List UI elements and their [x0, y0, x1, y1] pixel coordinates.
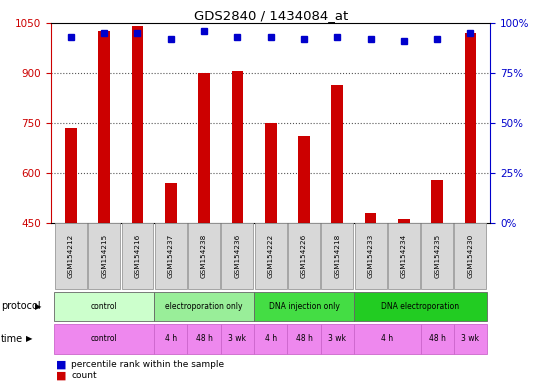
Bar — [298, 136, 310, 223]
Bar — [421, 223, 453, 289]
Bar — [155, 223, 187, 289]
Text: ■: ■ — [56, 359, 67, 369]
Text: GSM154233: GSM154233 — [368, 234, 374, 278]
Text: GSM154222: GSM154222 — [267, 234, 274, 278]
Bar — [88, 223, 120, 289]
Text: 4 h: 4 h — [165, 334, 177, 343]
Text: GSM154237: GSM154237 — [168, 234, 174, 278]
Bar — [465, 33, 477, 223]
Bar — [388, 223, 420, 289]
Bar — [165, 184, 177, 223]
Text: GSM154230: GSM154230 — [467, 234, 473, 278]
Bar — [265, 123, 277, 223]
Bar — [99, 31, 110, 223]
Text: 3 wk: 3 wk — [228, 334, 247, 343]
Bar — [354, 324, 421, 354]
Bar — [54, 324, 154, 354]
Bar — [431, 180, 443, 223]
Bar — [331, 84, 343, 223]
Text: GSM154216: GSM154216 — [135, 234, 140, 278]
Text: 48 h: 48 h — [429, 334, 445, 343]
Bar — [364, 213, 376, 223]
Bar — [287, 324, 321, 354]
Bar — [132, 26, 143, 223]
Text: GSM154218: GSM154218 — [334, 234, 340, 278]
Text: GSM154226: GSM154226 — [301, 234, 307, 278]
Bar — [454, 324, 487, 354]
Text: control: control — [91, 334, 117, 343]
Text: GSM154212: GSM154212 — [68, 234, 74, 278]
Bar — [355, 223, 386, 289]
Bar — [65, 128, 77, 223]
Bar — [188, 223, 220, 289]
Bar — [198, 73, 210, 223]
Bar — [154, 324, 188, 354]
Bar — [321, 324, 354, 354]
Bar — [221, 223, 254, 289]
Bar — [55, 223, 87, 289]
Title: GDS2840 / 1434084_at: GDS2840 / 1434084_at — [193, 9, 348, 22]
Text: ▶: ▶ — [26, 334, 32, 343]
Text: GSM154236: GSM154236 — [234, 234, 240, 278]
Bar — [232, 71, 243, 223]
Text: GSM154234: GSM154234 — [401, 234, 407, 278]
Text: 3 wk: 3 wk — [328, 334, 346, 343]
Text: 48 h: 48 h — [196, 334, 212, 343]
Bar — [255, 223, 287, 289]
Text: 4 h: 4 h — [381, 334, 393, 343]
Text: 4 h: 4 h — [265, 334, 277, 343]
Bar — [254, 291, 354, 321]
Text: count: count — [71, 371, 97, 380]
Text: GSM154235: GSM154235 — [434, 234, 440, 278]
Text: ▶: ▶ — [35, 302, 41, 311]
Text: 3 wk: 3 wk — [461, 334, 480, 343]
Text: ■: ■ — [56, 370, 67, 380]
Text: 48 h: 48 h — [295, 334, 312, 343]
Bar — [288, 223, 320, 289]
Bar — [321, 223, 353, 289]
Bar — [421, 324, 454, 354]
Bar — [54, 291, 154, 321]
Text: electroporation only: electroporation only — [165, 302, 243, 311]
Text: GSM154238: GSM154238 — [201, 234, 207, 278]
Text: time: time — [1, 334, 23, 344]
Bar — [188, 324, 221, 354]
Text: DNA electroporation: DNA electroporation — [382, 302, 459, 311]
Bar — [221, 324, 254, 354]
Bar — [154, 291, 254, 321]
Bar — [398, 219, 410, 223]
Bar — [455, 223, 487, 289]
Text: protocol: protocol — [1, 301, 41, 311]
Text: GSM154215: GSM154215 — [101, 234, 107, 278]
Text: control: control — [91, 302, 117, 311]
Bar — [354, 291, 487, 321]
Bar — [122, 223, 153, 289]
Bar — [254, 324, 287, 354]
Text: DNA injection only: DNA injection only — [269, 302, 339, 311]
Text: percentile rank within the sample: percentile rank within the sample — [71, 361, 225, 369]
